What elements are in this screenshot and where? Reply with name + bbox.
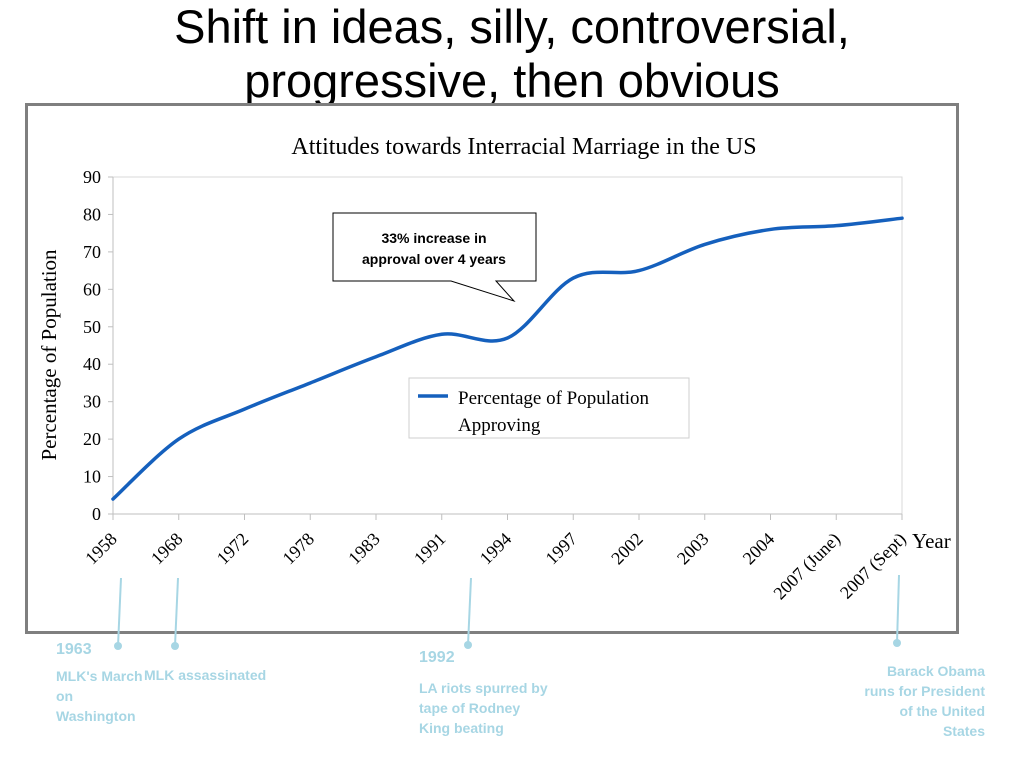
- annotation-obama: Barack Obama runs for President of the U…: [815, 661, 985, 741]
- annotation-connector: [117, 577, 122, 647]
- y-tick-label: 50: [83, 317, 101, 337]
- callout-line-2: approval over 4 years: [362, 251, 506, 267]
- annotation-line: on: [56, 688, 74, 704]
- data-point: [571, 276, 575, 280]
- annotation-line: MLK assassinated: [144, 667, 267, 683]
- x-tick-label: 1972: [213, 529, 253, 569]
- data-point: [834, 224, 838, 228]
- chart-title: Attitudes towards Interracial Marriage i…: [291, 134, 756, 160]
- annotation-line: MLK's March: [56, 668, 143, 684]
- y-tick-label: 10: [83, 467, 101, 487]
- x-tick-label: 1991: [410, 529, 450, 569]
- annotation-mlk-assassinated: MLK assassinated: [144, 665, 304, 685]
- x-tick-label: 2004: [739, 529, 779, 569]
- y-tick-label: 40: [83, 354, 101, 374]
- x-tick-label: 2002: [607, 529, 647, 569]
- y-tick-label: 20: [83, 429, 101, 449]
- y-axis-label: Percentage of Population: [37, 249, 61, 461]
- x-tick-label: 2007 (June): [769, 529, 844, 604]
- annotation-line: Washington: [56, 708, 136, 724]
- data-point: [769, 227, 773, 231]
- x-tick-label: 2003: [673, 529, 713, 569]
- slide-title-line-2: progressive, then obvious: [244, 54, 780, 107]
- annotation-line: States: [942, 723, 985, 739]
- y-tick-label: 70: [83, 242, 101, 262]
- x-axis-label: Year: [912, 529, 951, 553]
- y-tick-label: 80: [83, 204, 101, 224]
- data-point: [637, 269, 641, 273]
- annotation-line: runs for President: [864, 683, 985, 699]
- data-point: [374, 355, 378, 359]
- annotation-dot: [114, 642, 122, 650]
- annotation-connector: [467, 577, 472, 646]
- y-tick-label: 0: [92, 504, 101, 524]
- annotation-line: tape of Rodney: [419, 700, 521, 716]
- x-ticks: 1958 1968 1972 1978 1983 1991 1994 1997 2002 2003…: [81, 514, 911, 604]
- y-tick-label: 60: [83, 279, 101, 299]
- y-ticks: 0 10 20 30 40 50 60 70 80 90: [83, 167, 113, 524]
- y-tick-label: 30: [83, 392, 101, 412]
- annotation-connector: [896, 574, 900, 644]
- series-line: [111, 216, 904, 501]
- annotation-line: LA riots spurred by: [419, 680, 548, 696]
- annotation-connector: [174, 577, 179, 647]
- chart-frame: [25, 103, 959, 634]
- data-point: [243, 407, 247, 411]
- annotation-dot: [893, 639, 901, 647]
- legend-label: Percentage of Population Approving: [458, 388, 654, 436]
- callout-line-1: 33% increase in: [381, 230, 486, 246]
- legend-label-line-2: Approving: [458, 415, 541, 436]
- data-point: [308, 381, 312, 385]
- legend-label-line-1: Percentage of Population: [458, 388, 650, 409]
- data-point: [506, 336, 510, 340]
- annotation-line: King beating: [419, 720, 504, 736]
- annotation-line: Barack Obama: [886, 663, 985, 679]
- callout: 33% increase in approval over 4 years: [332, 212, 537, 303]
- callout-bubble: [332, 212, 537, 303]
- x-tick-label: 1978: [278, 529, 318, 569]
- data-point: [703, 242, 707, 246]
- annotation-year: 1992: [419, 649, 455, 666]
- x-tick-label: 1958: [81, 529, 121, 569]
- slide-title-line-1: Shift in ideas, silly, controversial,: [174, 0, 850, 53]
- annotation-year: 1963: [56, 641, 92, 658]
- x-tick-label: 1994: [476, 529, 516, 569]
- annotation-1963: 1963 MLK's March on Washington: [56, 640, 176, 726]
- annotation-dot: [464, 641, 472, 649]
- x-tick-label: 1983: [344, 529, 384, 569]
- data-point: [440, 332, 444, 336]
- annotation-line: of the United: [899, 703, 985, 719]
- annotation-1992: 1992 LA riots spurred by tape of Rodney …: [419, 648, 589, 738]
- x-tick-label: 1997: [541, 529, 581, 569]
- legend: Percentage of Population Approving: [408, 377, 690, 439]
- slide-title: Shift in ideas, silly, controversial, pr…: [0, 0, 1024, 108]
- data-point: [111, 497, 115, 501]
- legend-box: [408, 377, 690, 439]
- annotation-dot: [171, 642, 179, 650]
- data-point: [900, 216, 904, 220]
- y-tick-label: 90: [83, 167, 101, 187]
- annotation-connectors: [114, 574, 901, 650]
- x-tick-label: 1968: [147, 529, 187, 569]
- data-point: [177, 437, 181, 441]
